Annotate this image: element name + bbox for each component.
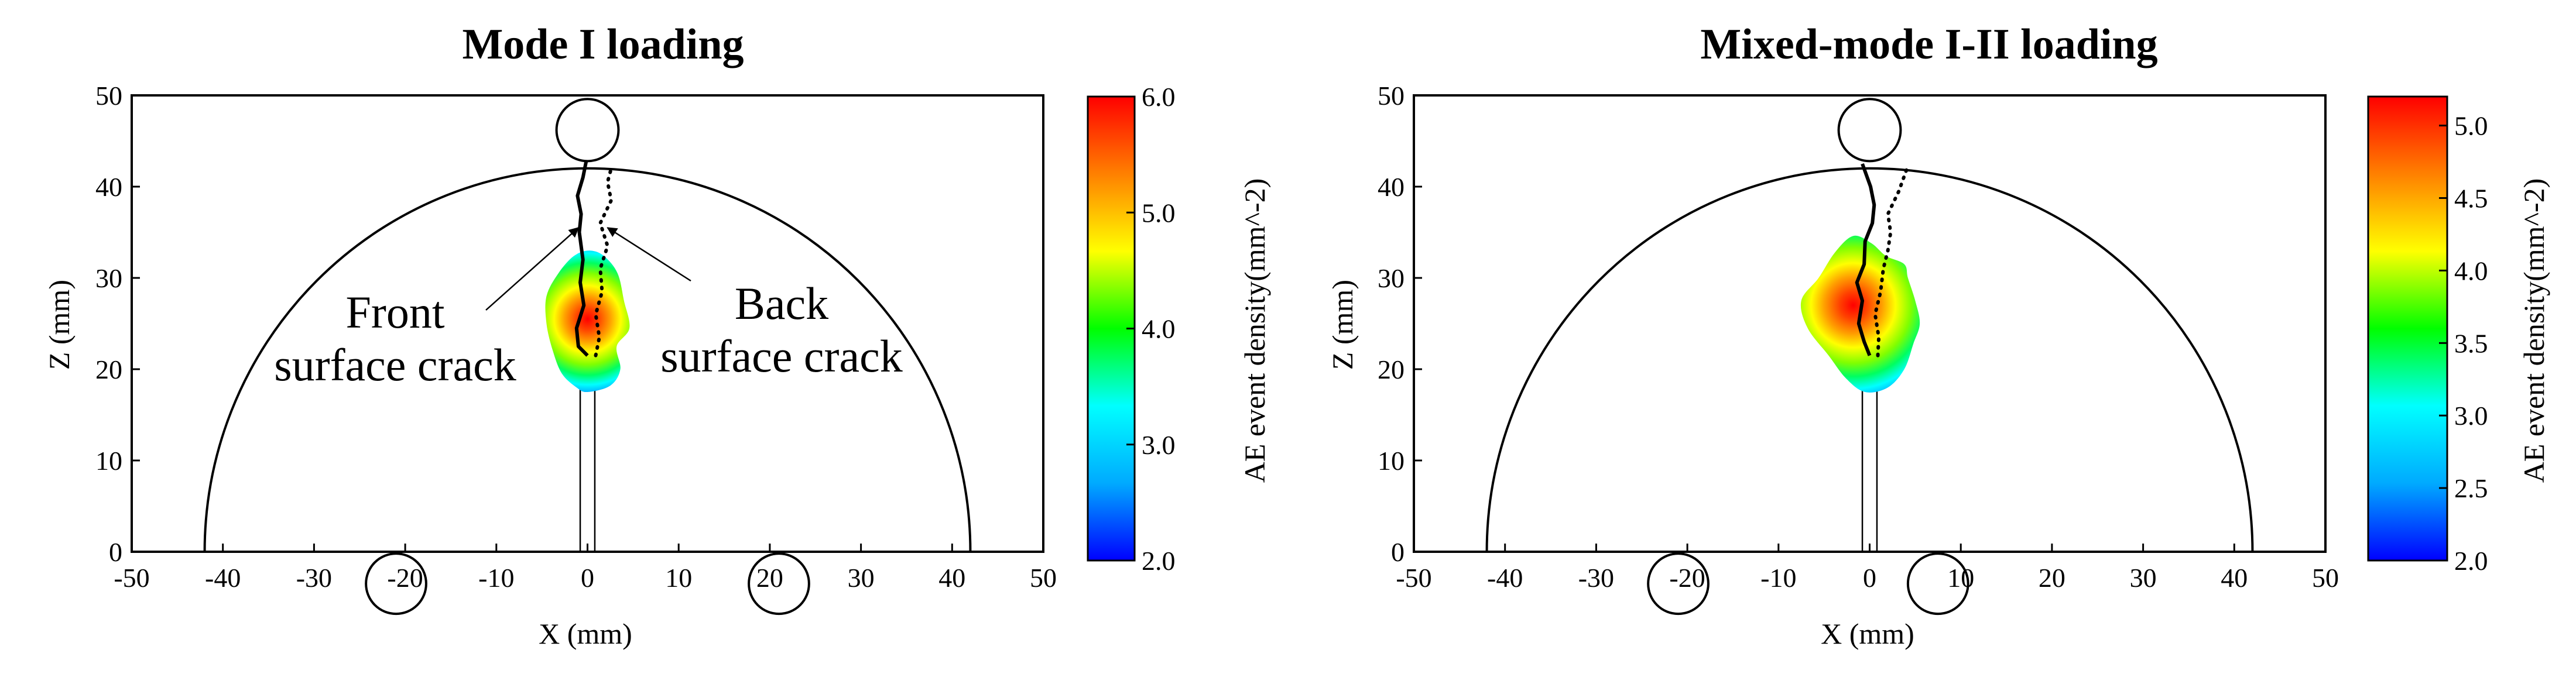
colorbar-tick-label: 3.5 — [2454, 328, 2488, 358]
annotation-text: Front surface crack — [274, 287, 516, 390]
x-tick-label: -10 — [1760, 563, 1796, 593]
annotation-arrow — [607, 227, 691, 282]
y-tick-label: 50 — [95, 81, 122, 111]
front-surface-crack — [574, 159, 589, 357]
x-tick-labels: -50 -40 -30 -20 -10 0 10 20 30 40 50 — [114, 563, 1057, 593]
chart-title: Mode I loading — [462, 20, 744, 68]
x-tick-label: 50 — [1030, 563, 1057, 593]
annotation-line: surface crack — [660, 331, 903, 381]
x-tick-label: -20 — [387, 563, 423, 593]
back-surface-crack — [594, 166, 614, 357]
plot-content — [1485, 98, 2254, 552]
colorbar-tick-label: 6.0 — [1142, 82, 1176, 112]
colorbar-tick-label: 4.0 — [1142, 314, 1176, 344]
colorbar-tick-label: 4.5 — [2454, 183, 2488, 213]
x-tick-label: 30 — [2130, 563, 2157, 593]
x-tick-label: 10 — [1947, 563, 1974, 593]
colorbar-tick-label: 3.0 — [2454, 401, 2488, 431]
x-tick-label: 20 — [756, 563, 783, 593]
colorbar-tick-label: 2.5 — [2454, 473, 2488, 503]
y-tick-label: 20 — [95, 355, 122, 384]
specimen-outline — [203, 167, 972, 552]
annotation-line: Back — [735, 278, 828, 329]
x-tick-label: -50 — [114, 563, 149, 593]
support-roller — [1647, 552, 1710, 616]
support-roller — [1906, 552, 1969, 616]
colorbar-label: AE event density(mm^-2) — [2517, 178, 2550, 483]
colorbar-tick-label: 5.0 — [2454, 111, 2488, 141]
annotation-text: Back surface crack — [660, 278, 903, 381]
x-tick-label: -30 — [1578, 563, 1614, 593]
x-axis-label: X (mm) — [539, 617, 632, 650]
y-tick-label: 50 — [1378, 81, 1405, 111]
colorbar: 2.0 3.0 4.0 5.0 6.0 — [1087, 82, 1176, 576]
x-axis-label: X (mm) — [1821, 617, 1914, 650]
x-tick-label: -30 — [296, 563, 332, 593]
x-tick-label: -10 — [478, 563, 514, 593]
x-tick-label: 50 — [2312, 563, 2339, 593]
x-tick-label: 40 — [2221, 563, 2248, 593]
y-tick-label: 40 — [95, 172, 122, 202]
x-tick-label: 40 — [938, 563, 965, 593]
y-tick-label: 30 — [1378, 263, 1405, 293]
y-tick-label: 10 — [95, 446, 122, 476]
support-roller — [748, 552, 810, 616]
front-surface-crack — [1855, 163, 1876, 356]
colorbar-label: AE event density(mm^-2) — [1238, 178, 1271, 483]
y-tick-label: 20 — [1378, 355, 1405, 384]
support-roller — [365, 552, 427, 616]
x-tick-labels: -50 -40 -30 -20 -10 0 10 20 30 40 50 — [1396, 563, 2339, 593]
y-tick-label: 0 — [1391, 537, 1405, 567]
plot-content — [203, 98, 972, 552]
colorbar: 2.0 2.5 3.0 3.5 4.0 4.5 5.0 — [2367, 95, 2488, 576]
y-tick-label: 40 — [1378, 172, 1405, 202]
x-tick-label: 30 — [848, 563, 875, 593]
y-axis-label: Z (mm) — [43, 280, 76, 370]
y-tick-label: 0 — [109, 537, 122, 567]
x-tick-label: 20 — [2039, 563, 2065, 593]
x-tick-label: 10 — [665, 563, 692, 593]
x-tick-label: 0 — [581, 563, 594, 593]
loading-roller — [1837, 98, 1902, 163]
y-tick-labels: 0 10 20 30 40 50 — [95, 81, 122, 567]
ae-density-contour — [545, 250, 630, 393]
x-tick-label: -40 — [205, 563, 241, 593]
x-tick-label: -50 — [1396, 563, 1431, 593]
x-tick-label: 0 — [1863, 563, 1876, 593]
mixed-mode-panel: Mixed-mode I-II loading -50 -40 -30 -20 -10 0… — [1326, 20, 2550, 650]
annotation-arrow — [485, 227, 580, 311]
mode-i-panel: Mode I loading -50 -40 -30 -20 -10 0 10 20 30 40 5… — [43, 20, 1271, 650]
chart-title: Mixed-mode I-II loading — [1700, 20, 2157, 68]
x-tick-label: -40 — [1487, 563, 1523, 593]
colorbar-tick-label: 4.0 — [2454, 256, 2488, 286]
back-surface-crack — [1873, 166, 1909, 357]
y-tick-label: 30 — [95, 263, 122, 293]
specimen-outline — [1485, 167, 2254, 552]
y-axis-label: Z (mm) — [1326, 280, 1359, 370]
colorbar-tick-label: 2.0 — [2454, 546, 2488, 576]
y-tick-labels: 0 10 20 30 40 50 — [1378, 81, 1405, 567]
y-tick-label: 10 — [1378, 446, 1405, 476]
annotation-line: Front — [345, 287, 444, 338]
plot-area — [1413, 94, 2327, 616]
colorbar-tick-label: 3.0 — [1142, 430, 1176, 460]
colorbar-tick-label: 2.0 — [1142, 546, 1176, 576]
colorbar-scale — [2367, 95, 2448, 562]
plot-area — [131, 94, 1044, 616]
x-tick-label: -20 — [1669, 563, 1705, 593]
annotation-line: surface crack — [274, 339, 516, 390]
loading-roller — [555, 98, 620, 163]
colorbar-tick-label: 5.0 — [1142, 198, 1176, 228]
